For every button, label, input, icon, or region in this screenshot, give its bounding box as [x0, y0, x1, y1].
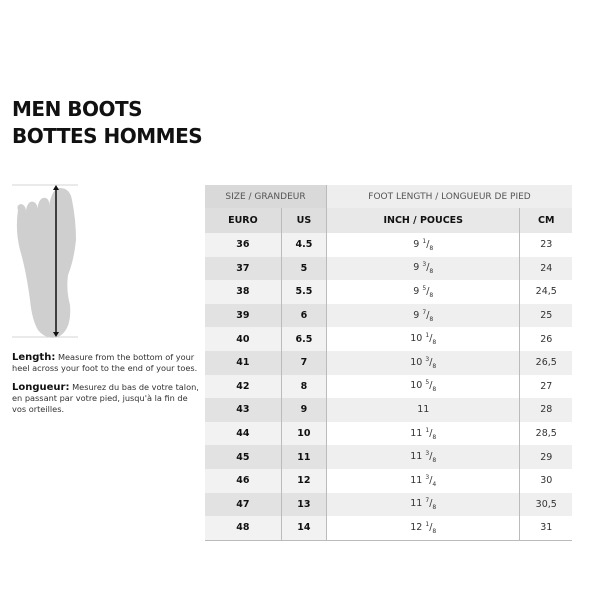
- table-row: 48 14 12 1/8 31: [205, 516, 572, 541]
- cell-cm: 26: [519, 327, 572, 351]
- foot-measure-icon: [12, 184, 78, 338]
- cell-euro: 36: [205, 233, 282, 257]
- cell-euro: 43: [205, 398, 282, 422]
- cell-cm: 29: [519, 445, 572, 469]
- table-row: 45 11 11 3/8 29: [205, 445, 572, 469]
- cell-inch: 10 3/8: [326, 350, 521, 375]
- cell-euro: 44: [205, 421, 282, 446]
- cell-inch: 9 7/8: [326, 303, 521, 328]
- cell-euro: 42: [205, 374, 282, 399]
- cell-inch: 10 5/8: [326, 374, 521, 399]
- cell-cm: 28: [519, 398, 572, 422]
- cell-cm: 28,5: [519, 421, 572, 446]
- cell-cm: 31: [519, 516, 572, 541]
- cell-cm: 30: [519, 468, 572, 493]
- column-header-inch: INCH / POUCES: [326, 208, 521, 233]
- cell-inch: 9 3/8: [326, 256, 521, 281]
- cell-euro: 47: [205, 492, 282, 517]
- cell-cm: 30,5: [519, 492, 572, 517]
- table-row: 42 8 10 5/8 27: [205, 374, 572, 399]
- title-french: BOTTES HOMMES: [12, 124, 203, 148]
- instruction-french: Longueur: Mesurez du bas de votre talon,…: [12, 382, 199, 414]
- cell-euro: 46: [205, 468, 282, 493]
- cell-inch: 11 7/8: [326, 492, 521, 517]
- group-header-size: SIZE / GRANDEUR: [205, 185, 328, 208]
- cell-us: 14: [281, 516, 328, 541]
- instruction-english: Length: Measure from the bottom of your …: [12, 352, 198, 373]
- cell-us: 8: [281, 374, 328, 399]
- table-row: 47 13 11 7/8 30,5: [205, 492, 572, 517]
- table-row: 39 6 9 7/8 25: [205, 303, 572, 328]
- cell-euro: 37: [205, 256, 282, 281]
- cell-inch: 11: [326, 398, 521, 422]
- cell-us: 5: [281, 256, 328, 281]
- cell-cm: 26,5: [519, 350, 572, 375]
- cell-us: 4.5: [281, 233, 328, 257]
- cell-euro: 48: [205, 516, 282, 541]
- table-row: 37 5 9 3/8 24: [205, 256, 572, 281]
- cell-euro: 38: [205, 280, 282, 304]
- table-row: 40 6.5 10 1/8 26: [205, 327, 572, 351]
- cell-euro: 41: [205, 350, 282, 375]
- cell-us: 13: [281, 492, 328, 517]
- cell-cm: 24: [519, 256, 572, 281]
- cell-us: 5.5: [281, 280, 328, 304]
- cell-inch: 11 3/8: [326, 445, 521, 469]
- cell-cm: 25: [519, 303, 572, 328]
- cell-cm: 27: [519, 374, 572, 399]
- cell-cm: 24,5: [519, 280, 572, 304]
- column-header-us: US: [281, 208, 328, 233]
- table-row: 43 9 11 28: [205, 398, 572, 422]
- cell-inch: 11 3/4: [326, 468, 521, 493]
- table-row: 44 10 11 1/8 28,5: [205, 421, 572, 446]
- size-chart-table: SIZE / GRANDEUR FOOT LENGTH / LONGUEUR D…: [205, 185, 572, 541]
- cell-us: 12: [281, 468, 328, 493]
- cell-us: 6.5: [281, 327, 328, 351]
- measure-instructions: Length: Measure from the bottom of your …: [12, 352, 200, 423]
- cell-us: 9: [281, 398, 328, 422]
- cell-us: 7: [281, 350, 328, 375]
- cell-inch: 9 1/8: [326, 233, 521, 257]
- group-header-foot-length: FOOT LENGTH / LONGUEUR DE PIED: [326, 185, 572, 208]
- cell-euro: 39: [205, 303, 282, 328]
- cell-us: 10: [281, 421, 328, 446]
- cell-us: 6: [281, 303, 328, 328]
- column-header-euro: EURO: [205, 208, 282, 233]
- cell-us: 11: [281, 445, 328, 469]
- table-row: 46 12 11 3/4 30: [205, 468, 572, 493]
- cell-inch: 12 1/8: [326, 516, 521, 541]
- cell-inch: 10 1/8: [326, 327, 521, 351]
- cell-euro: 45: [205, 445, 282, 469]
- title-english: MEN BOOTS: [12, 97, 143, 121]
- column-header-cm: CM: [519, 208, 572, 233]
- cell-inch: 9 5/8: [326, 280, 521, 304]
- cell-inch: 11 1/8: [326, 421, 521, 446]
- page-title: MEN BOOTS BOTTES HOMMES: [12, 96, 203, 150]
- table-row: 41 7 10 3/8 26,5: [205, 350, 572, 375]
- table-row: 38 5.5 9 5/8 24,5: [205, 280, 572, 304]
- cell-euro: 40: [205, 327, 282, 351]
- cell-cm: 23: [519, 233, 572, 257]
- table-row: 36 4.5 9 1/8 23: [205, 233, 572, 257]
